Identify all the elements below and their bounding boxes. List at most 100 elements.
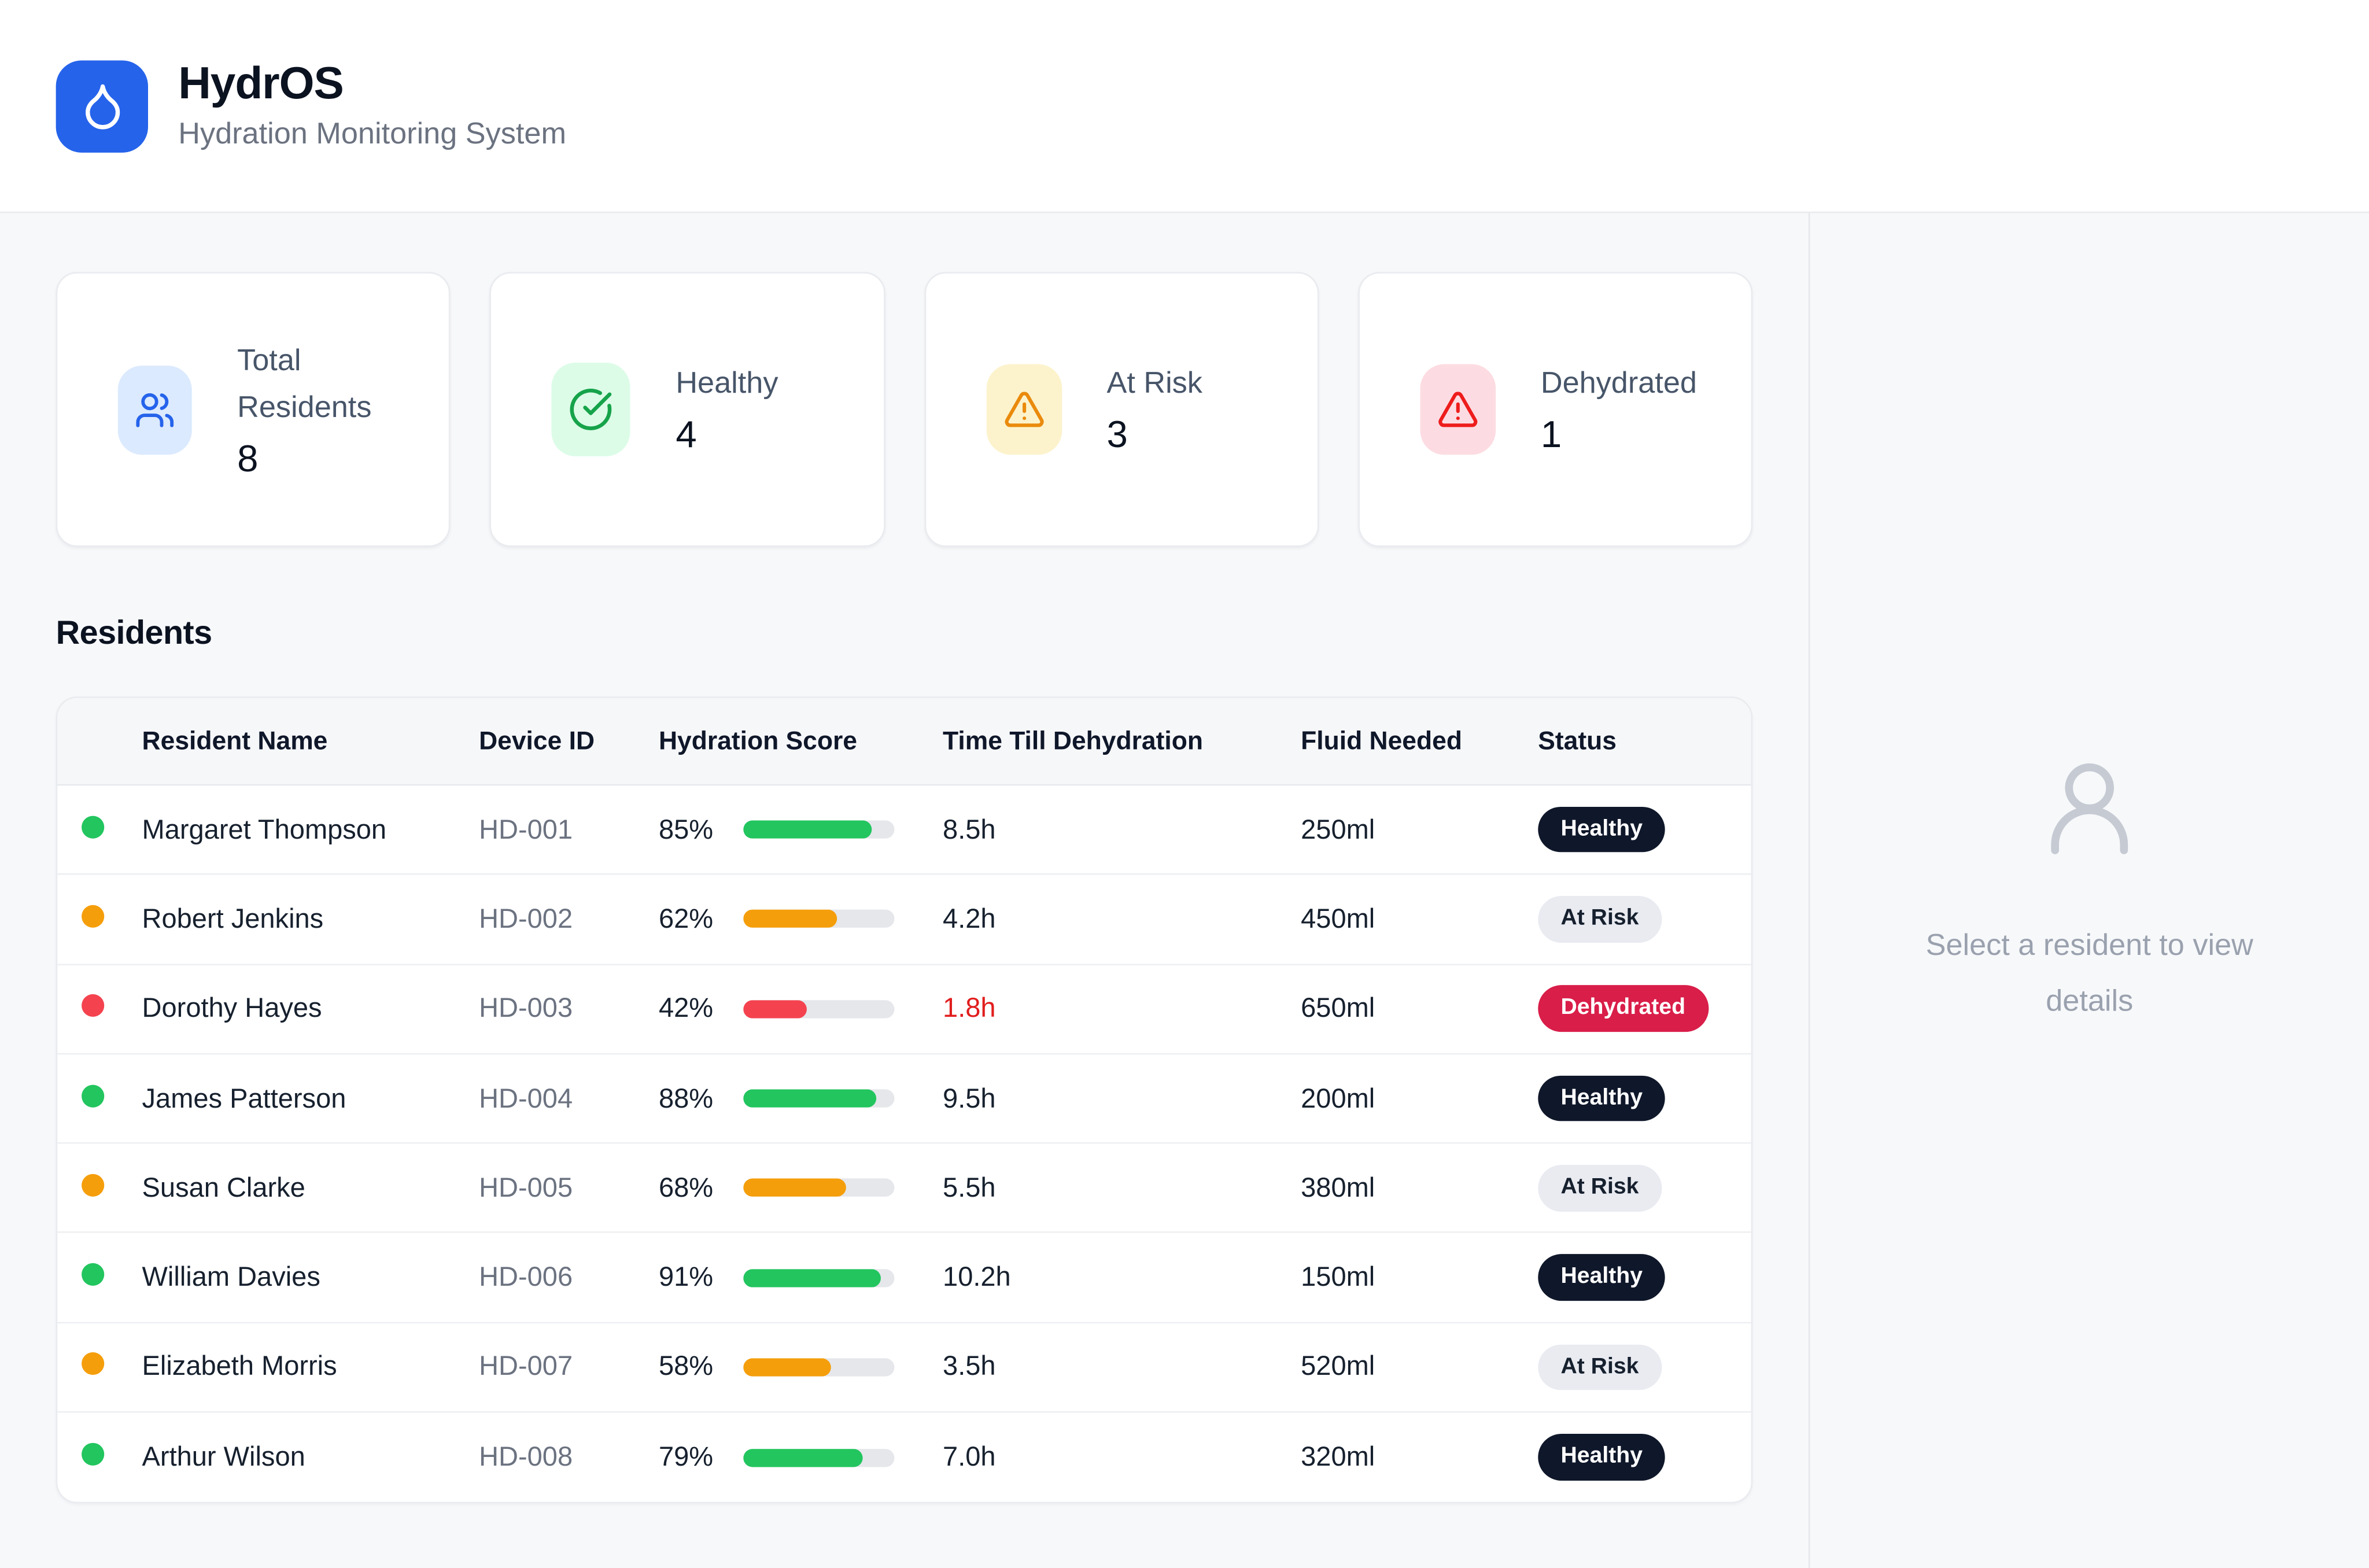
- hydration-progress-track: [743, 1268, 895, 1287]
- residents-table: Resident Name Device ID Hydration Score …: [56, 696, 1753, 1504]
- detail-placeholder-text: Select a resident to view details: [1925, 928, 2253, 1018]
- column-time-till-dehydration: Time Till Dehydration: [943, 726, 1203, 755]
- column-hydration-score: Hydration Score: [658, 726, 857, 755]
- status-cell: Healthy: [1538, 1075, 1751, 1122]
- hydration-progress-fill: [743, 1448, 863, 1467]
- content: Total Residents 8: [0, 213, 2369, 1568]
- hydration-progress-track: [743, 910, 895, 929]
- status-badge: Healthy: [1538, 1075, 1666, 1122]
- status-dot-icon: [82, 1353, 105, 1376]
- hydration-score-value: 85%: [658, 814, 714, 844]
- stat-value: 8: [237, 437, 259, 480]
- hydration-progress-fill: [743, 1358, 831, 1377]
- hydration-score-value: 91%: [658, 1261, 714, 1292]
- resident-row[interactable]: Margaret Thompson HD-001 85% 8.5h 250ml: [57, 785, 1751, 876]
- stat-text: Healthy 4: [676, 361, 778, 458]
- users-icon: [136, 392, 174, 427]
- hydration-progress-fill: [743, 1268, 881, 1287]
- status-cell: Healthy: [1538, 1255, 1751, 1301]
- column-device-id: Device ID: [479, 726, 595, 755]
- status-badge: At Risk: [1538, 896, 1662, 943]
- stat-text: Total Residents 8: [237, 338, 415, 481]
- table-body: Margaret Thompson HD-001 85% 8.5h 250ml: [57, 785, 1751, 1503]
- resident-row[interactable]: Arthur Wilson HD-008 79% 7.0h 320ml: [57, 1412, 1751, 1503]
- hydration-progress-track: [743, 820, 895, 839]
- hydration-score-value: 68%: [658, 1172, 714, 1202]
- fluid-needed: 650ml: [1301, 993, 1375, 1024]
- status-badge: Dehydrated: [1538, 986, 1709, 1032]
- app-logo: [56, 60, 148, 152]
- time-till-dehydration: 8.5h: [943, 814, 996, 844]
- status-cell: At Risk: [1538, 1344, 1751, 1390]
- resident-row[interactable]: Susan Clarke HD-005 68% 5.5h 380ml: [57, 1143, 1751, 1234]
- hydration-score-value: 62%: [658, 903, 714, 934]
- status-dot-icon: [82, 994, 105, 1017]
- resident-name: Robert Jenkins: [142, 903, 324, 934]
- hydration-progress-track: [743, 1089, 895, 1108]
- hydration-progress-track: [743, 999, 895, 1018]
- resident-name: Margaret Thompson: [142, 814, 387, 844]
- status-dot-icon: [82, 1443, 105, 1466]
- resident-row[interactable]: Robert Jenkins HD-002 62% 4.2h 450ml: [57, 875, 1751, 965]
- stat-label: At Risk: [1106, 367, 1202, 401]
- resident-row[interactable]: Elizabeth Morris HD-007 58% 3.5h 520ml: [57, 1323, 1751, 1413]
- stat-icon-badge: [986, 364, 1062, 455]
- device-id: HD-008: [479, 1441, 573, 1472]
- resident-row[interactable]: Dorothy Hayes HD-003 42% 1.8h 650ml: [57, 965, 1751, 1055]
- device-id: HD-002: [479, 903, 573, 934]
- column-status: Status: [1538, 726, 1617, 755]
- triangle-alert-icon: [1438, 392, 1477, 427]
- app-header: HydrOS Hydration Monitoring System: [0, 0, 2369, 213]
- dot-cell: [82, 1442, 142, 1474]
- status-dot-icon: [82, 1174, 105, 1197]
- hydration-score-value: 79%: [658, 1441, 714, 1472]
- time-till-dehydration: 9.5h: [943, 1082, 996, 1113]
- resident-row[interactable]: William Davies HD-006 91% 10.2h 150ml: [57, 1233, 1751, 1323]
- status-dot-icon: [82, 815, 105, 838]
- stat-label: Dehydrated: [1540, 367, 1697, 401]
- fluid-needed: 200ml: [1301, 1082, 1375, 1113]
- user-icon: [2051, 762, 2128, 854]
- fluid-needed: 520ml: [1301, 1351, 1375, 1382]
- hydration-progress-track: [743, 1358, 895, 1377]
- column-resident-name: Resident Name: [142, 726, 328, 755]
- stat-label: Healthy: [676, 367, 778, 401]
- status-dot-icon: [82, 905, 105, 928]
- stat-card: Healthy 4: [490, 272, 885, 547]
- fluid-needed: 250ml: [1301, 814, 1375, 844]
- hydration-score-cell: 58%: [659, 1351, 943, 1383]
- hydration-score-cell: 79%: [659, 1442, 943, 1474]
- status-cell: Dehydrated: [1538, 986, 1751, 1032]
- status-badge: Healthy: [1538, 1434, 1666, 1481]
- stat-label: Total Residents: [237, 344, 372, 424]
- resident-name: Arthur Wilson: [142, 1441, 305, 1472]
- time-till-dehydration: 3.5h: [943, 1351, 996, 1382]
- device-id: HD-006: [479, 1261, 573, 1292]
- hydration-progress-fill: [743, 910, 837, 929]
- stat-text: Dehydrated 1: [1541, 361, 1697, 458]
- stat-value: 1: [1540, 414, 1562, 456]
- dot-cell: [82, 1351, 142, 1383]
- time-till-dehydration: 7.0h: [943, 1441, 996, 1472]
- hydration-score-cell: 88%: [659, 1083, 943, 1115]
- dot-cell: [82, 1172, 142, 1204]
- dot-cell: [82, 1083, 142, 1115]
- circle-check-icon: [570, 389, 612, 430]
- device-id: HD-003: [479, 993, 573, 1024]
- status-cell: Healthy: [1538, 1434, 1751, 1481]
- fluid-needed: 150ml: [1301, 1261, 1375, 1292]
- time-till-dehydration: 10.2h: [943, 1261, 1011, 1292]
- resident-name: Elizabeth Morris: [142, 1351, 337, 1382]
- hydration-progress-fill: [743, 820, 872, 839]
- resident-row[interactable]: James Patterson HD-004 88% 9.5h 200ml: [57, 1054, 1751, 1144]
- stat-icon-badge: [117, 364, 192, 454]
- stat-value: 3: [1106, 414, 1128, 456]
- status-cell: Healthy: [1538, 806, 1751, 853]
- column-fluid-needed: Fluid Needed: [1301, 726, 1462, 755]
- dot-cell: [82, 903, 142, 935]
- main-panel: Total Residents 8: [0, 213, 1810, 1568]
- status-dot-icon: [82, 1084, 105, 1107]
- droplet-icon: [84, 84, 119, 130]
- hydration-progress-track: [743, 1448, 895, 1467]
